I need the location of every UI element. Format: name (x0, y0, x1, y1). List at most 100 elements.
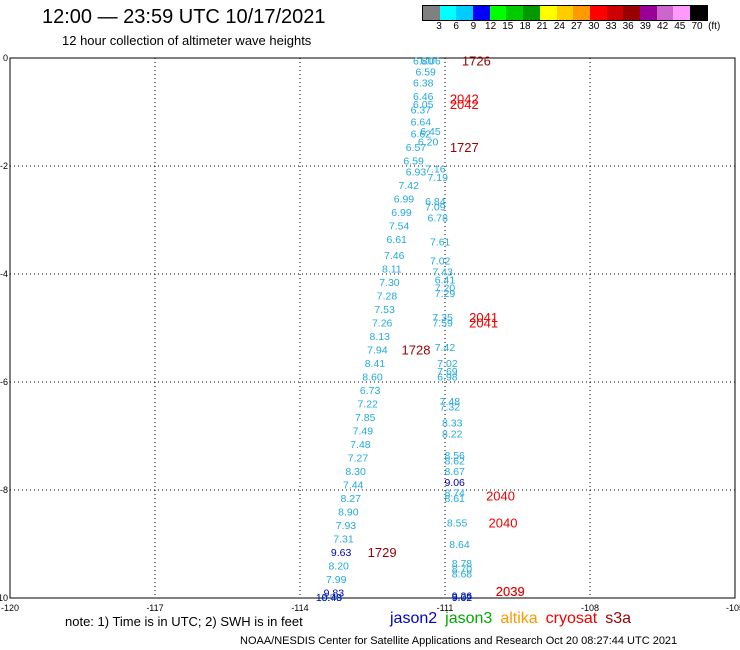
legend-entry-s3a: s3a (605, 610, 632, 627)
color-scale-label: 42 (657, 21, 669, 32)
wave-height-value: 7.32 (440, 401, 461, 413)
longitude-tick-label: -111 (437, 603, 454, 613)
color-swatch (589, 6, 607, 20)
wave-height-value: 7.09 (425, 202, 446, 214)
color-swatch (539, 6, 557, 20)
color-scale-label: 39 (639, 21, 651, 32)
color-swatch (506, 6, 524, 20)
axis-ticks: -120 -117 -114 -111 -108 -105 0 -2 -4 -6 -8 -10 (0, 53, 740, 613)
color-swatch (639, 6, 657, 20)
wave-height-value: 8.27 (341, 493, 362, 505)
wave-height-value: 8.41 (365, 358, 386, 370)
wave-height-value: 6.37 (411, 104, 432, 116)
wave-height-value: 6.59 (403, 156, 424, 168)
pass-time-label: 1729 (368, 545, 397, 560)
wave-height-value: 7.20 (435, 283, 456, 295)
color-scale-label: 18 (519, 21, 531, 32)
wave-height-value: 8.64 (449, 539, 470, 551)
wave-height-value: 8.79 (321, 592, 342, 604)
wave-height-value: 7.31 (333, 534, 354, 546)
wave-height-value: 6.93 (406, 166, 427, 178)
wave-height-value: 8.68 (452, 569, 473, 581)
wave-height-value: 6.38 (413, 77, 434, 89)
color-scale-labels: 3 6 9 12 15 18 21 24 27 30 33 36 39 42 45 70 (ft) (422, 21, 740, 33)
wave-height-value: 6.05 (413, 99, 434, 111)
wave-height-value: 7.28 (377, 291, 398, 303)
latitude-tick-label: 0 (3, 53, 8, 63)
wave-height-value: 7.16 (425, 164, 446, 176)
wave-height-value: 8.61 (444, 493, 465, 505)
pass-time-label: 2039 (496, 584, 525, 599)
wave-height-value: 7.46 (384, 250, 405, 262)
legend-entry-jason3: jason3 (445, 610, 493, 627)
wave-height-value: 7.44 (343, 480, 364, 492)
wave-height-value: 7.42 (399, 180, 420, 192)
color-swatch (690, 6, 707, 20)
color-scale-label: 70 (691, 21, 703, 32)
color-scale-label: 24 (553, 21, 565, 32)
wave-height-value: 7.99 (326, 574, 347, 586)
wave-height-value: 6.06 (420, 56, 441, 68)
wave-height-value: 8.11 (382, 264, 402, 276)
wave-height-value: 6.64 (411, 117, 432, 129)
wave-height-value: 7.85 (355, 412, 376, 424)
wave-height-value: 7.69 (437, 366, 458, 378)
wave-height-value: 6.98 (437, 372, 458, 384)
longitude-tick-label: -114 (291, 603, 308, 613)
pass-time-label: 2040 (486, 488, 515, 503)
pass-time-label: 2041 (469, 316, 498, 331)
wave-height-points: 6.806.06 6.59 6.38 6.466.056.376.646.626.45… (316, 56, 472, 604)
wave-height-value: 7.61 (430, 237, 451, 249)
color-swatch (656, 6, 674, 20)
wave-height-value: 9.63 (331, 547, 352, 559)
wave-height-value: 7.02 (437, 358, 458, 370)
wave-height-value: 7.42 (435, 342, 456, 354)
wave-height-value: 10.48 (316, 592, 342, 604)
color-swatch (606, 6, 624, 20)
wave-height-value: 9.02 (452, 592, 473, 604)
wave-height-value: 7.54 (389, 220, 410, 232)
wave-height-value: 6.62 (411, 129, 432, 141)
color-scale-label: (ft) (708, 21, 721, 32)
map-grid (9, 57, 736, 599)
wave-height-value: 8.20 (328, 561, 349, 573)
legend-entry-cryosat: cryosat (545, 610, 598, 627)
wave-height-value: 8.30 (345, 466, 366, 478)
longitude-tick-label: -108 (581, 603, 599, 613)
color-swatch (523, 6, 540, 20)
color-scale-label: 21 (536, 21, 548, 32)
wave-height-value: 6.46 (413, 91, 434, 103)
pass-time-label: 1726 (462, 54, 491, 69)
color-swatch (623, 6, 640, 20)
wave-height-value: 6.45 (420, 126, 441, 138)
wave-height-value: 6.20 (418, 137, 439, 149)
color-scale-bar (422, 5, 708, 21)
pass-time-label: 2042 (450, 97, 479, 112)
color-scale-label: 30 (588, 21, 600, 32)
wave-height-value: 7.26 (372, 318, 393, 330)
pass-time-label: 2040 (489, 515, 518, 530)
footnote: note: 1) Time is in UTC; 2) SWH is in fe… (65, 614, 303, 629)
longitude-tick-label: -105 (726, 603, 740, 613)
latitude-tick-label: -6 (0, 377, 8, 387)
wave-height-value: 6.80 (413, 56, 434, 68)
wave-height-value: 8.70 (452, 563, 473, 575)
wave-height-value: 8.81 (452, 592, 473, 604)
wave-height-value: 7.19 (428, 172, 449, 184)
pass-time-label: 2039 (496, 584, 525, 599)
wave-height-value: 8.90 (338, 507, 359, 519)
longitude-tick-label: -120 (1, 603, 19, 613)
wave-height-value: 7.02 (430, 256, 451, 268)
color-scale-label: 33 (605, 21, 617, 32)
wave-height-value: 8.33 (442, 418, 463, 430)
latitude-tick-label: -8 (0, 485, 8, 495)
longitude-tick-label: -117 (146, 603, 163, 613)
color-swatch (423, 6, 440, 20)
wave-height-value: 8.56 (444, 450, 465, 462)
color-swatch (473, 6, 490, 20)
color-swatch (456, 6, 474, 20)
pass-time-label: 2042 (450, 92, 479, 107)
wave-height-value: 6.99 (391, 207, 412, 219)
wave-height-value: 7.43 (432, 266, 453, 278)
pass-time-label: 1728 (402, 343, 431, 358)
